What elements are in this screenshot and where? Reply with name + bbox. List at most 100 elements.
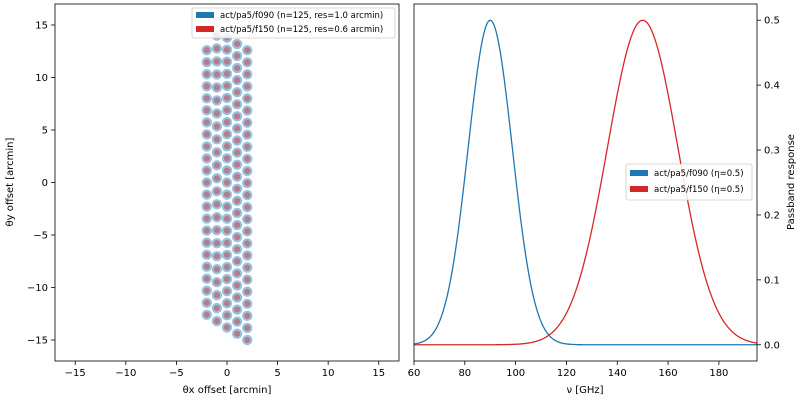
f090-detector-point	[201, 117, 212, 128]
left-x-ticks: −15 −10 −5 0 5 10 15	[65, 361, 385, 379]
f090-detector-point	[201, 153, 212, 164]
f090-detector-point	[242, 214, 253, 225]
left-x-tick-label: −15	[65, 368, 86, 379]
f090-detector-point	[242, 105, 253, 116]
left-y-tick-label: −5	[33, 231, 48, 242]
f090-detector-point	[221, 322, 233, 333]
f150-detector-point	[203, 47, 210, 54]
f090-detector-point	[221, 104, 233, 116]
f150-detector-point	[234, 234, 241, 241]
f150-detector-point	[223, 215, 231, 222]
f150-detector-point	[213, 175, 220, 182]
f150-detector-point	[234, 306, 241, 313]
f150-detector-point	[223, 167, 231, 174]
right-x-tick-label: 60	[408, 368, 421, 379]
f090-detector-point	[231, 171, 243, 182]
f090-detector-point	[242, 310, 253, 322]
legend-swatch-f150	[196, 26, 214, 32]
left-y-tick-label: 15	[35, 21, 48, 32]
f090-detector-point	[211, 289, 223, 301]
left-x-tick-label: −5	[169, 368, 184, 379]
f150-detector-point	[223, 239, 231, 246]
f150-detector-point	[234, 113, 241, 120]
f150-detector-point	[203, 287, 210, 294]
f150-detector-point	[213, 45, 220, 52]
f150-detector-point	[244, 95, 251, 102]
f090-detector-point	[231, 111, 243, 122]
f150-detector-point	[234, 330, 241, 337]
f090-detector-point	[242, 93, 253, 104]
f090-detector-point	[242, 69, 253, 80]
f150-detector-point	[244, 59, 251, 66]
f090-detector-point	[211, 108, 223, 119]
f150-detector-point	[234, 246, 241, 253]
f150-detector-point	[203, 263, 210, 270]
legend-label-f090-band: act/pa5/f090 (η=0.5)	[654, 169, 744, 179]
f150-detector-point	[244, 192, 251, 199]
f150-detector-point	[223, 276, 231, 283]
f150-detector-point	[244, 119, 251, 126]
f150-detector-point	[244, 216, 251, 223]
f150-detector-point	[234, 125, 241, 132]
f090-detector-point	[231, 74, 243, 86]
f150-detector-point	[203, 179, 210, 186]
legend-swatch-f090	[196, 12, 214, 18]
f150-detector-point	[244, 288, 251, 295]
f150-detector-point	[244, 204, 251, 211]
f150-detector-point	[234, 77, 241, 84]
f150-detector-point	[244, 143, 251, 150]
right-x-tick-label: 140	[608, 368, 627, 379]
f150-detector-point	[244, 107, 251, 114]
f090-detector-point	[231, 231, 243, 243]
f150-detector-point	[234, 149, 241, 156]
f090-detector-point	[221, 177, 233, 188]
f090-detector-point	[211, 302, 223, 314]
f150-detector-point	[213, 123, 220, 130]
f150-detector-point	[203, 203, 210, 210]
f150-detector-point	[213, 266, 220, 273]
f150-detector-point	[223, 300, 231, 307]
right-x-tick-label: 80	[458, 368, 471, 379]
f090-detector-point	[242, 274, 253, 285]
f090-detector-point	[201, 93, 212, 104]
left-y-ticks: −15 −10 −5 0 5 10 15	[27, 21, 55, 347]
f150-detector-point	[234, 89, 241, 96]
f090-detector-point	[231, 147, 243, 158]
f090-detector-point	[231, 195, 243, 207]
f150-detector-point	[223, 82, 231, 89]
right-y-tick-label: 0.0	[764, 340, 780, 351]
f150-detector-point	[244, 155, 251, 162]
f150-detector-point	[244, 167, 251, 175]
f150-detector-point	[234, 209, 241, 217]
f150-detector-point	[203, 191, 210, 198]
f090-detector-point	[211, 121, 223, 132]
f090-detector-point	[221, 261, 233, 273]
f150-detector-point	[223, 227, 231, 234]
f090-detector-point	[201, 261, 212, 272]
f090-detector-point	[242, 201, 253, 213]
f090-detector-point	[242, 286, 253, 297]
f150-detector-point	[203, 119, 210, 126]
f090-detector-point	[201, 225, 212, 236]
f090-detector-point	[242, 322, 253, 334]
f090-detector-point	[201, 237, 212, 248]
f150-detector-point	[203, 275, 210, 282]
f150-detector-point	[223, 131, 231, 138]
f090-detector-point	[221, 153, 233, 164]
f150-detector-point	[244, 47, 251, 54]
f150-detector-point	[213, 84, 220, 91]
f090-detector-point	[211, 82, 223, 93]
f090-detector-point	[221, 213, 233, 224]
f150-detector-point	[223, 94, 231, 102]
f150-detector-point	[213, 305, 220, 312]
right-legend: act/pa5/f090 (η=0.5) act/pa5/f150 (η=0.5…	[625, 163, 753, 201]
f090-detector-point	[211, 250, 223, 262]
f090-detector-point	[221, 249, 233, 261]
left-y-tick-label: −10	[27, 283, 48, 294]
f090-detector-point	[231, 38, 243, 50]
f090-detector-point	[231, 219, 243, 231]
f150-detector-point	[213, 58, 220, 65]
f090-detector-point	[211, 160, 223, 171]
right-plot-frame	[413, 3, 758, 362]
f090-detector-point	[221, 225, 233, 236]
